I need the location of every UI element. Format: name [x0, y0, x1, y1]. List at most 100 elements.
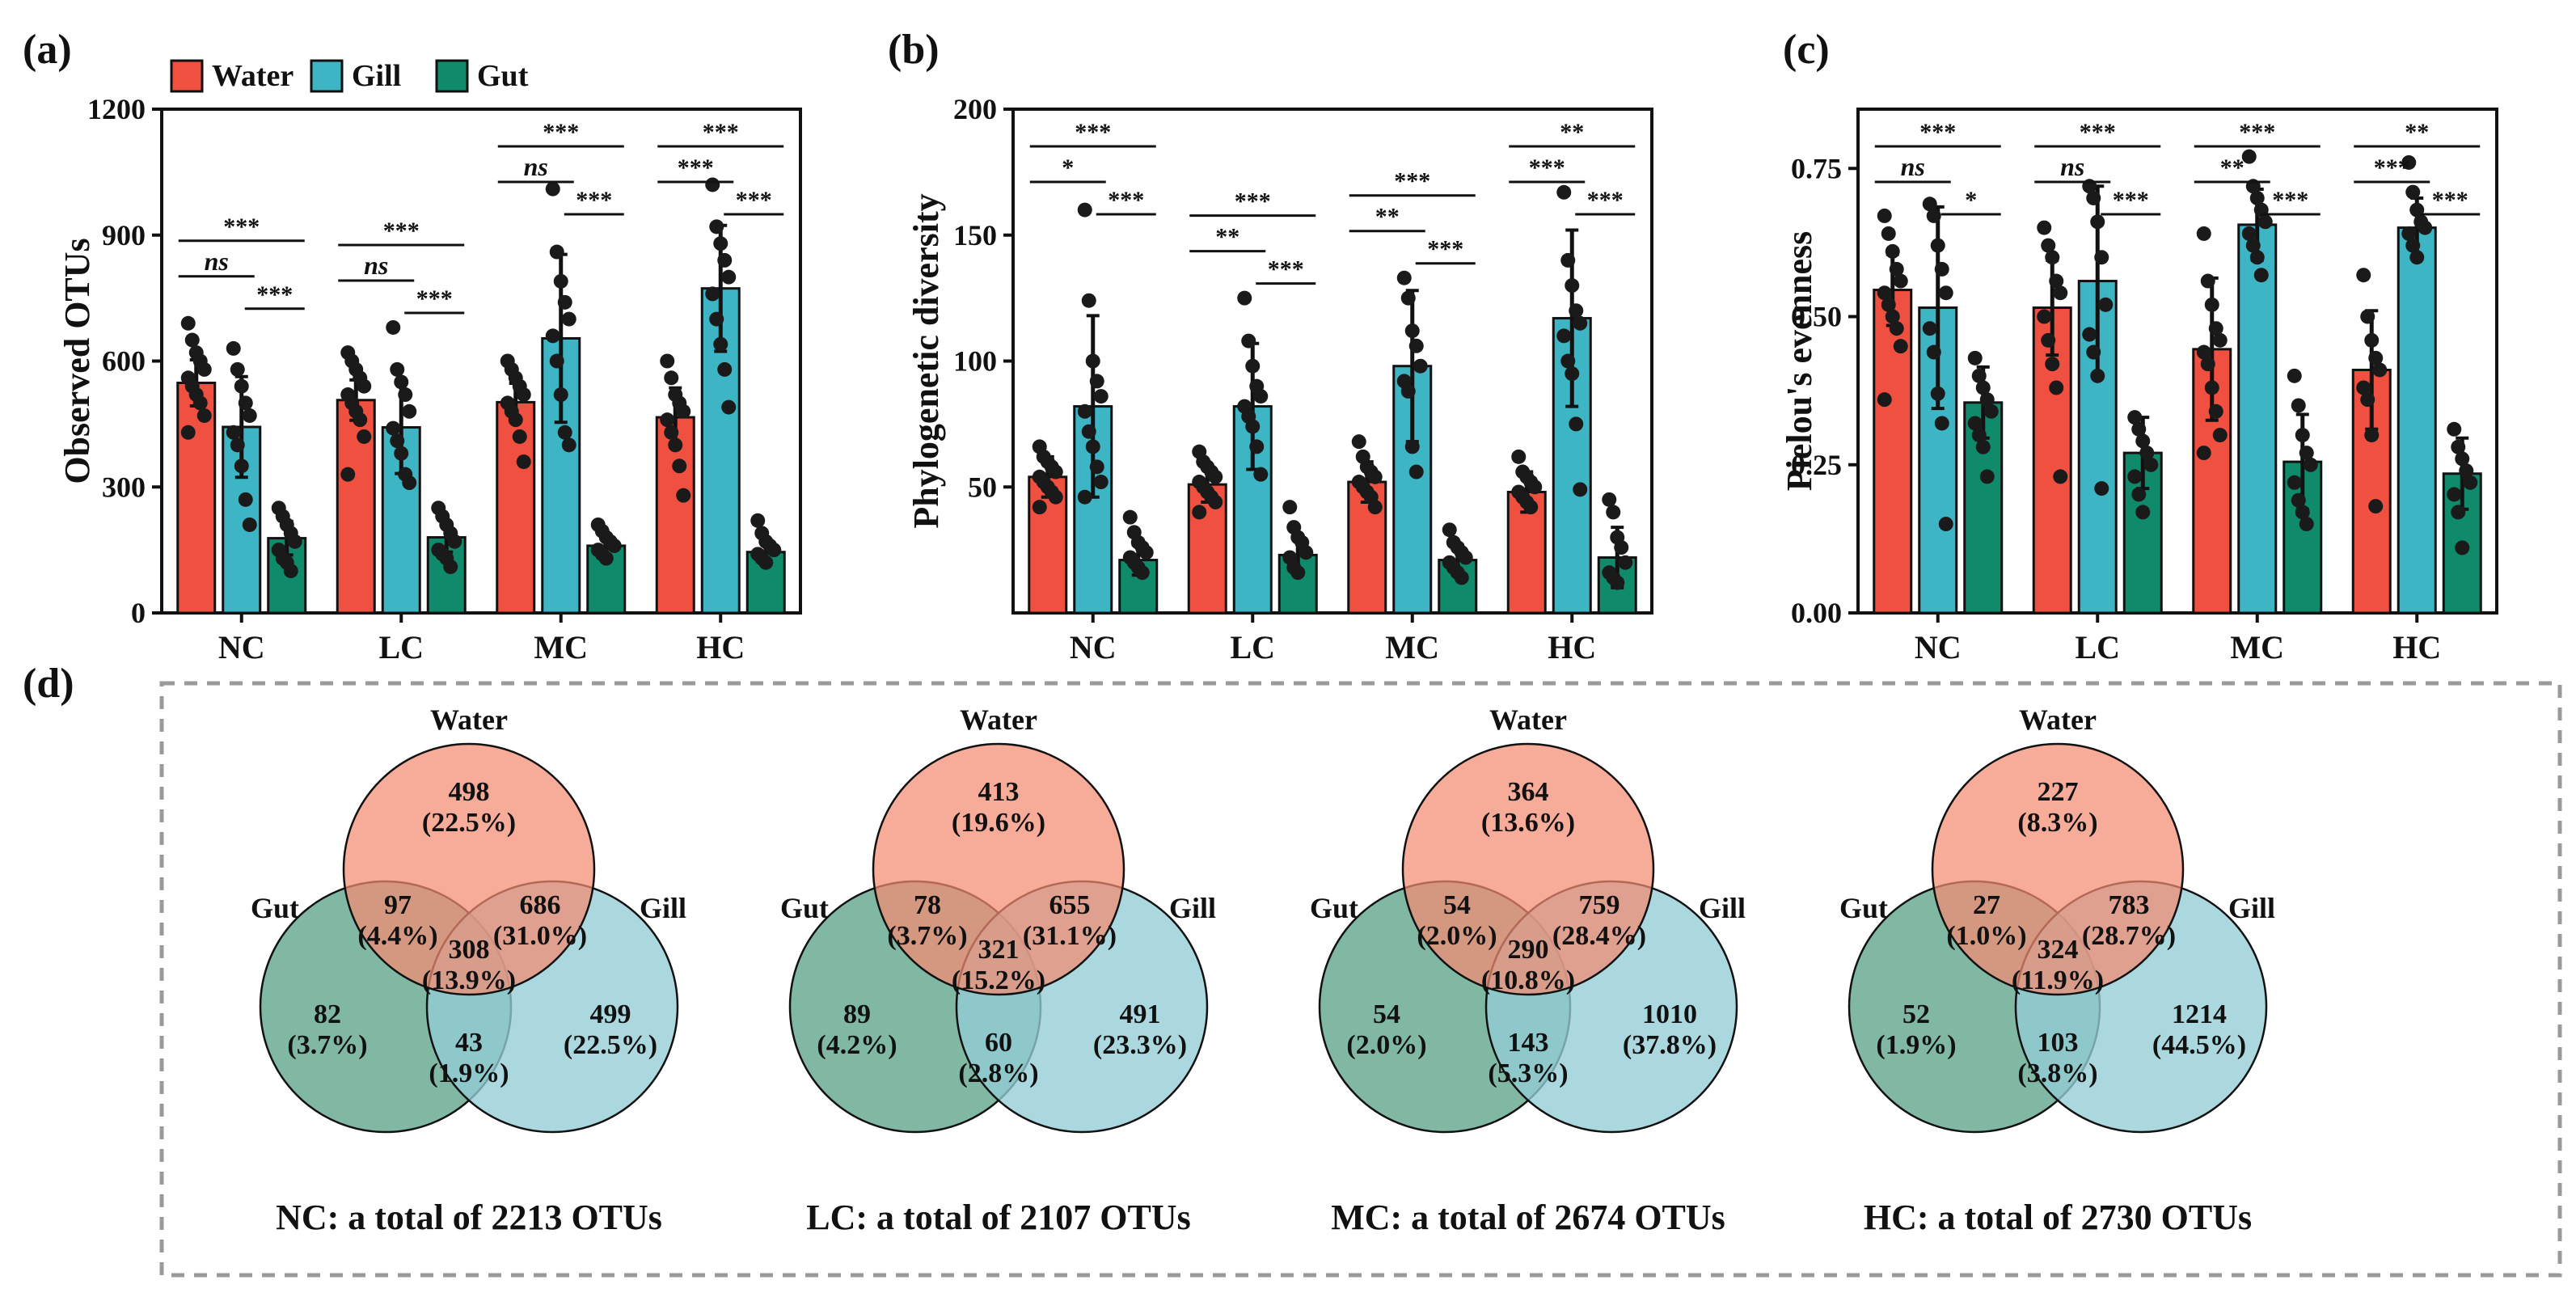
data-point: [2086, 190, 2101, 205]
significance-label: ***: [223, 213, 260, 240]
venn-count-all: 308: [449, 935, 490, 965]
data-point: [1926, 208, 1941, 223]
venn-circle-water: [342, 742, 596, 996]
venn-label-gut: Gut: [1839, 892, 1888, 924]
data-point: [2409, 250, 2425, 265]
data-point: [1556, 328, 1572, 344]
significance-label: ***: [1587, 187, 1624, 213]
data-point: [2086, 344, 2101, 360]
venn-count-all: 321: [978, 935, 1020, 965]
data-point: [1930, 238, 1945, 253]
venn-hc: Water Gut Gill 227(8.3%) 27(1.0%) 783(28.7%)3…: [1839, 703, 2275, 1237]
y-tick-label: 0.00: [1791, 597, 1842, 629]
data-point: [1893, 339, 1908, 354]
data-point: [180, 315, 196, 331]
data-point: [2127, 410, 2143, 425]
significance-label: ***: [2272, 187, 2308, 213]
venn-label-gill: Gill: [1169, 892, 1216, 924]
data-point: [1048, 464, 1063, 480]
significance-label: ns: [205, 247, 229, 276]
bar-gill-lc: [1232, 405, 1273, 615]
data-point: [561, 437, 576, 453]
legend-swatch-gut: [435, 59, 469, 93]
y-tick-label: 300: [102, 471, 146, 503]
venn-count-water-only: 227: [2038, 777, 2079, 807]
x-tick-label: MC: [534, 629, 588, 665]
data-point: [238, 395, 253, 411]
venn-circle-water: [1931, 742, 2185, 996]
significance-label: ***: [1108, 187, 1144, 213]
y-tick-label: 0.25: [1791, 449, 1842, 481]
venn-percent-gill-only: (37.8%): [1623, 1030, 1717, 1060]
venn-label-water: Water: [960, 703, 1037, 736]
data-point: [2094, 250, 2109, 265]
data-point: [2451, 505, 2466, 520]
data-point: [668, 437, 683, 453]
legend: Water Gill Gut: [170, 59, 529, 93]
venn-caption: HC: a total of 2730 OTUs: [1864, 1198, 2252, 1237]
data-point: [2356, 380, 2371, 395]
data-point: [2208, 403, 2223, 419]
venn-label-gut: Gut: [1310, 892, 1358, 924]
data-point: [557, 294, 572, 310]
venn-count-gut-gill: 143: [1508, 1028, 1549, 1058]
data-point: [516, 454, 531, 470]
significance-label: **: [1375, 204, 1400, 230]
significance-label: **: [2405, 119, 2429, 146]
data-point: [283, 564, 298, 579]
data-point: [1881, 226, 1896, 241]
data-point: [2200, 357, 2215, 372]
data-point: [660, 353, 675, 369]
y-tick-label: 0.75: [1791, 152, 1842, 184]
venn-count-water-gill: 655: [1049, 890, 1091, 920]
data-point: [1971, 428, 1987, 443]
data-point: [2053, 285, 2068, 301]
data-point: [713, 336, 728, 352]
significance-label: ***: [2432, 187, 2468, 213]
data-point: [2253, 268, 2269, 283]
venn-count-water-gut: 78: [914, 890, 941, 920]
data-point: [386, 319, 401, 335]
significance-label: ***: [383, 218, 420, 244]
venn-label-gill: Gill: [2228, 892, 2275, 924]
data-point: [549, 244, 564, 260]
venn-count-water-gill: 783: [2109, 890, 2150, 920]
venn-percent-water-only: (19.6%): [952, 808, 1045, 838]
venn-percent-gut-only: (2.0%): [1346, 1030, 1426, 1060]
data-point: [1048, 489, 1063, 505]
data-point: [2037, 220, 2052, 235]
data-point: [2049, 273, 2064, 289]
venn-percent-all: (10.8%): [1481, 965, 1575, 995]
data-point: [717, 361, 733, 377]
data-point: [1983, 403, 1999, 419]
data-point: [709, 311, 724, 327]
legend-swatch-gill: [310, 59, 344, 93]
venn-percent-gut-gill: (5.3%): [1488, 1058, 1568, 1088]
panel-label-a: (a): [23, 27, 72, 73]
data-point: [713, 236, 728, 251]
data-point: [1032, 500, 1047, 515]
y-tick-label: 1200: [87, 93, 146, 125]
data-point: [2045, 250, 2060, 265]
data-point: [2295, 428, 2310, 443]
data-point: [721, 399, 737, 415]
data-point: [2372, 362, 2388, 378]
data-point: [1093, 475, 1109, 490]
venn-dashed-frame: [159, 681, 2562, 1278]
data-point: [2287, 475, 2302, 490]
venn-percent-water-only: (13.6%): [1481, 808, 1575, 838]
data-point: [443, 559, 458, 574]
data-point: [1527, 480, 1543, 495]
venn-percent-water-gut: (2.0%): [1417, 921, 1497, 951]
data-point: [238, 492, 253, 507]
venn-percent-gill-only: (44.5%): [2152, 1030, 2246, 1060]
venn-count-water-only: 498: [449, 777, 490, 807]
data-point: [230, 437, 245, 453]
data-point: [2135, 433, 2151, 449]
significance-label: *: [1062, 154, 1074, 181]
data-point: [1442, 522, 1457, 538]
data-point: [1877, 208, 1892, 223]
data-point: [1602, 492, 1617, 507]
data-point: [2241, 149, 2257, 164]
